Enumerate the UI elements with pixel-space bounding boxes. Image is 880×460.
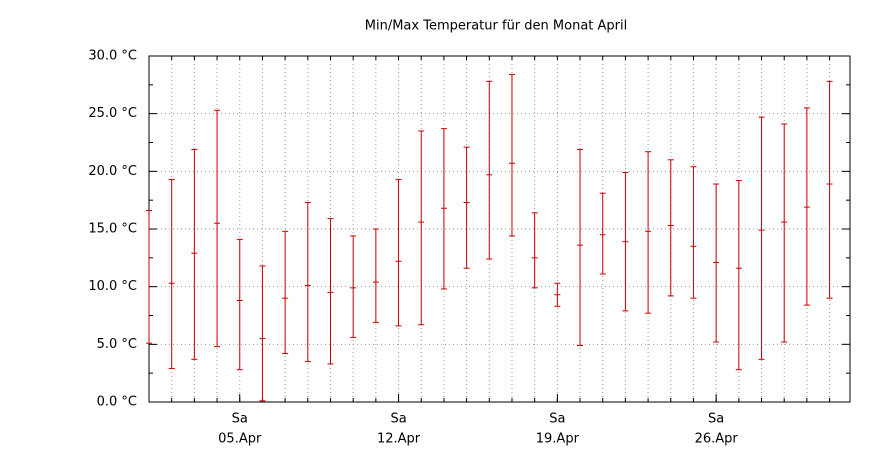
- y-tick-label: 30.0 °C: [88, 49, 137, 64]
- x-tick-label: 19.Apr: [536, 432, 580, 447]
- x-tick-label: 26.Apr: [695, 432, 739, 447]
- y-tick-label: 15.0 °C: [88, 222, 137, 237]
- chart-title: Min/Max Temperatur für den Monat April: [365, 19, 627, 34]
- y-tick-label: 10.0 °C: [88, 279, 137, 294]
- x-tick-weekday: Sa: [708, 412, 724, 427]
- x-tick-weekday: Sa: [390, 412, 406, 427]
- plot-frame: [148, 55, 851, 403]
- x-tick-weekday: Sa: [232, 412, 248, 427]
- y-tick-label: 5.0 °C: [97, 337, 137, 352]
- x-tick-weekday: Sa: [549, 412, 565, 427]
- y-tick-label: 0.0 °C: [97, 395, 137, 410]
- x-tick-label: 05.Apr: [218, 432, 262, 447]
- x-tick-label: 12.Apr: [377, 432, 421, 447]
- y-tick-label: 25.0 °C: [88, 106, 137, 121]
- y-tick-label: 20.0 °C: [88, 164, 137, 179]
